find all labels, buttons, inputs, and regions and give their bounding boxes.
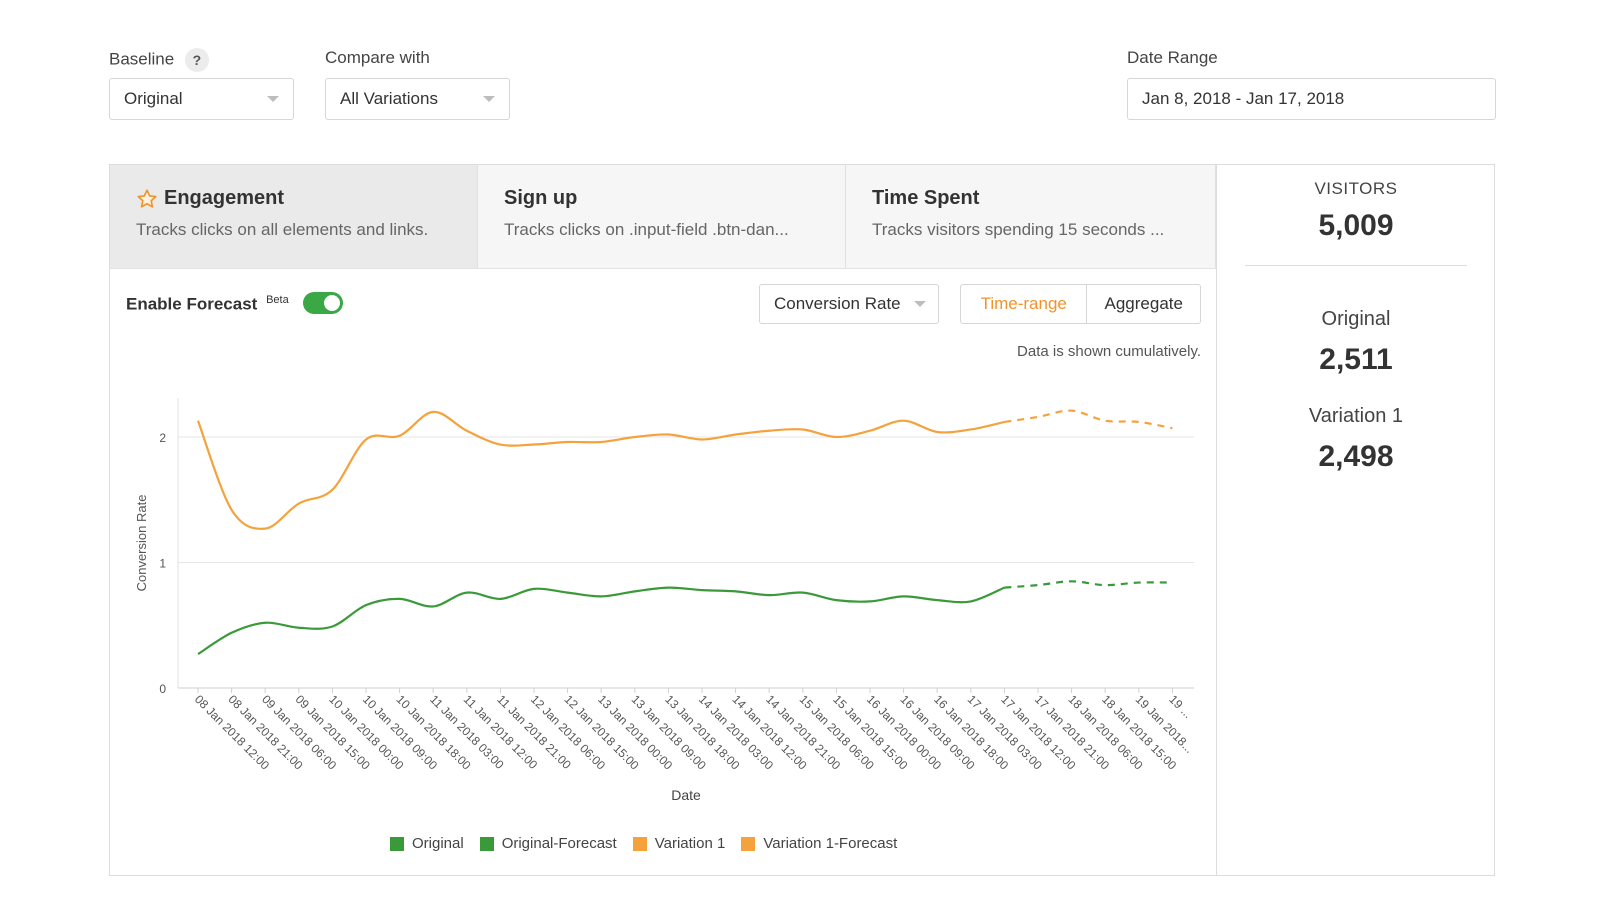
tab-engagement[interactable]: Engagement Tracks clicks on all elements… xyxy=(110,165,478,268)
tab-title: Sign up xyxy=(504,187,578,209)
compare-value: All Variations xyxy=(340,89,438,108)
visitors-count: 5,009 xyxy=(1318,209,1394,242)
legend-item-variation-1[interactable]: Variation 1 xyxy=(632,835,725,852)
chevron-down-icon xyxy=(914,301,926,307)
tab-title: Engagement xyxy=(164,187,285,209)
tab-sign-up[interactable]: Sign up Tracks clicks on .input-field .b… xyxy=(478,165,846,268)
visitors-label: VISITORS xyxy=(1314,179,1398,198)
chevron-down-icon xyxy=(267,96,279,102)
baseline-select[interactable]: Original xyxy=(109,78,294,120)
aggregate-button[interactable]: Aggregate xyxy=(1104,294,1183,313)
variant-visitors: 2,511 xyxy=(1319,343,1393,376)
beta-badge: Beta xyxy=(266,294,289,306)
enable-forecast-label: Enable Forecast Beta xyxy=(126,294,289,314)
baseline-value: Original xyxy=(124,89,183,108)
time-range-button[interactable]: Time-range xyxy=(961,285,1088,323)
variant-visitors: 2,498 xyxy=(1318,440,1394,473)
metric-select[interactable]: Conversion Rate xyxy=(759,284,939,324)
view-toggle: Time-range Aggregate xyxy=(960,284,1201,324)
cumulative-note: Data is shown cumulatively. xyxy=(1017,343,1201,360)
help-icon[interactable]: ? xyxy=(184,48,209,72)
date-range-label: Date Range xyxy=(1127,48,1218,67)
tab-description: Tracks clicks on .input-field .btn-dan..… xyxy=(504,220,789,239)
legend-item-original[interactable]: Original xyxy=(390,835,464,852)
report-panel: Engagement Tracks clicks on all elements… xyxy=(109,164,1495,876)
baseline-label: Baseline ? xyxy=(109,48,209,72)
metric-value: Conversion Rate xyxy=(774,294,901,313)
date-range-value: Jan 8, 2018 - Jan 17, 2018 xyxy=(1142,89,1345,108)
tab-description: Tracks visitors spending 15 seconds ... xyxy=(872,220,1165,239)
variant-name: Original xyxy=(1321,308,1391,330)
chart-legend: Original Original-Forecast Variation 1 V… xyxy=(390,835,897,852)
forecast-toggle[interactable] xyxy=(303,292,343,314)
star-icon xyxy=(137,188,157,208)
tab-title: Time Spent xyxy=(872,187,980,209)
compare-select[interactable]: All Variations xyxy=(325,78,510,120)
variant-name: Variation 1 xyxy=(1308,405,1404,427)
goal-tabs: Engagement Tracks clicks on all elements… xyxy=(110,165,1216,269)
tab-time-spent[interactable]: Time Spent Tracks visitors spending 15 s… xyxy=(846,165,1216,268)
date-range-input[interactable]: Jan 8, 2018 - Jan 17, 2018 xyxy=(1127,78,1496,120)
legend-item-original-forecast[interactable]: Original-Forecast xyxy=(479,835,617,852)
compare-label: Compare with xyxy=(325,48,430,67)
divider xyxy=(1245,265,1467,266)
visitors-sidebar: VISITORS 5,009 Original 2,511 Variation … xyxy=(1216,165,1495,875)
chevron-down-icon xyxy=(483,96,495,102)
legend-item-variation-1-forecast[interactable]: Variation 1-Forecast xyxy=(741,835,897,852)
tab-description: Tracks clicks on all elements and links. xyxy=(136,220,429,239)
